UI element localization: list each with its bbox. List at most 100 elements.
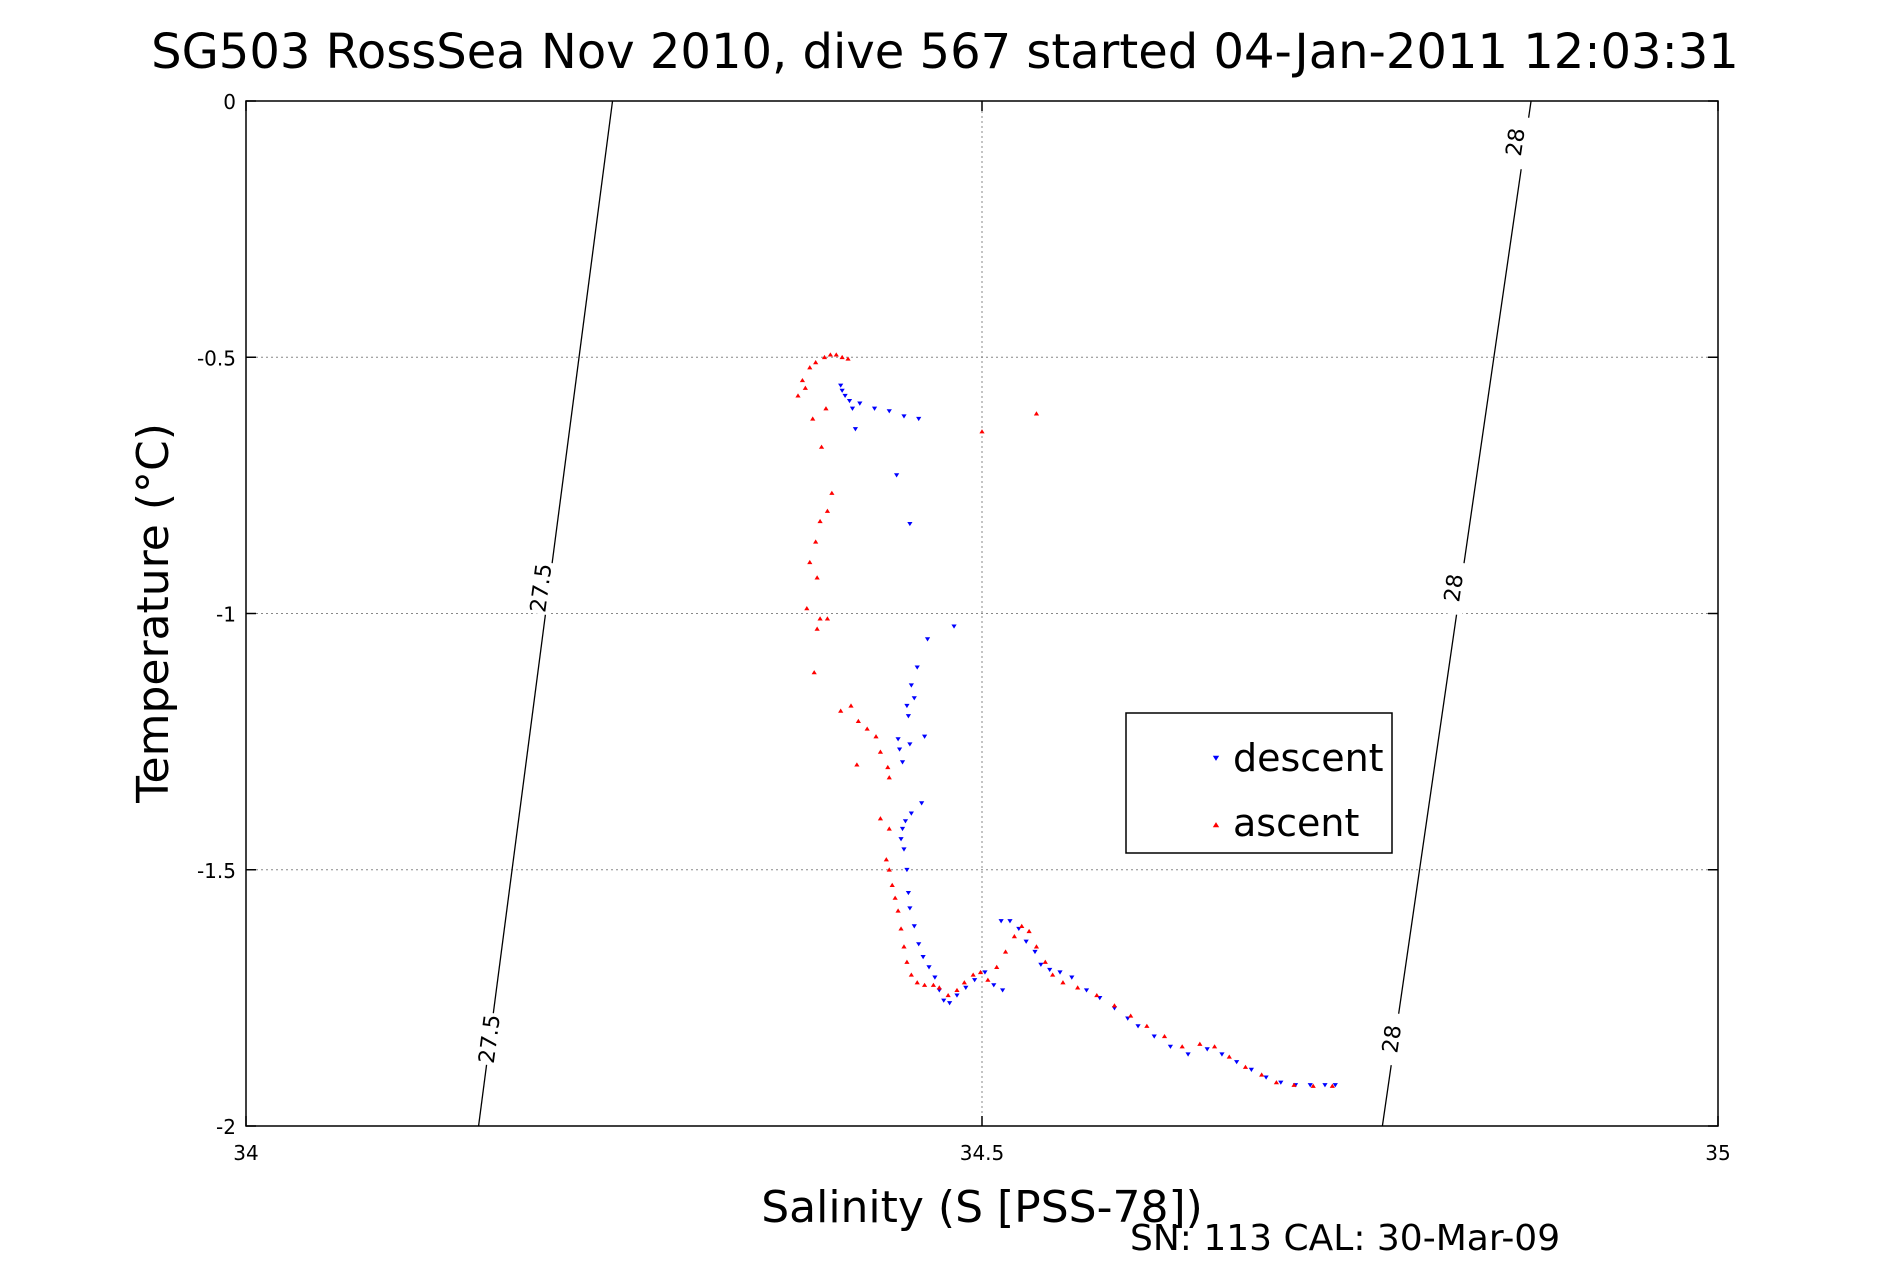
descent-point [991,983,997,988]
descent-point [914,665,920,670]
y-tick-label: -0.5 [197,346,236,370]
ascent-point [1179,1044,1185,1049]
ascent-point [921,982,928,987]
descent-point [898,837,904,842]
axis-ticks: 34 34.5 35 0 -0.5 -1 -1.5 -2 [197,90,1731,1165]
x-axis-label: Salinity (S [PSS-78]) [761,1182,1203,1233]
descent-point [926,965,932,970]
descent-point [894,473,900,478]
ascent-point [936,985,942,990]
descent-point [857,401,863,406]
descent-point [921,734,928,739]
isopycnal-label-bg [1374,1011,1408,1067]
ascent-point [979,429,985,434]
descent-point [902,819,909,824]
descent-point [1023,939,1029,944]
ascent-point [1033,944,1040,949]
isopycnal-label: 28 [1502,127,1531,158]
descent-point [916,416,922,422]
descent-point [1032,949,1038,955]
x-tick-label: 35 [1705,1141,1730,1165]
ascent-point [1033,411,1040,416]
y-axis-label: Temperature (°C) [128,423,179,804]
ascent-point [901,944,907,949]
descent-point [998,919,1004,924]
ascent-point [821,354,828,360]
y-tick-label: -1.5 [197,859,236,883]
ascent-point [864,726,870,731]
ascent-point [886,867,892,872]
descent-point [1007,919,1013,924]
descent-point [895,737,901,742]
descent-point [838,383,844,388]
descent-point [1167,1044,1174,1049]
ascent-point [1273,1080,1279,1085]
ascent-point [848,703,854,708]
ascent-point [892,895,898,900]
ascent-point [807,559,813,565]
descent-point [904,703,910,709]
descent-point [899,760,906,765]
ascent-point [807,365,813,370]
descent-point [1151,1034,1157,1039]
ascent-point [1144,1023,1150,1028]
descent-point [908,683,914,688]
descent-point [896,747,903,752]
descent-point [1278,1080,1284,1085]
isopycnal-label-bg [1436,560,1470,616]
descent-point [908,811,914,816]
ascent-point [802,385,808,390]
ascent-point [817,616,823,621]
ascent-point [945,992,951,998]
ascent-point [961,980,967,985]
ascent-point [1291,1082,1297,1087]
descent-point [907,906,913,911]
isopycnal-label: 27.5 [475,1013,506,1065]
ascent-point [877,749,884,754]
descent-point [901,847,907,852]
descent-point [911,924,917,929]
ascent-point [824,616,831,621]
descent-point [852,427,859,432]
descent-point [846,398,853,404]
y-tick-label: -1 [216,603,236,627]
ascent-point [814,575,820,580]
x-tick-label: 34.5 [960,1141,1005,1165]
ascent-point [827,352,833,357]
descent-point [899,826,906,832]
ascent-point [904,959,910,964]
ascent-point [930,982,937,987]
ascent-point [914,980,920,985]
descent-point [904,867,910,873]
descent-point [951,624,957,629]
ascent-point [855,718,861,723]
ascent-point [1259,1072,1265,1077]
descent-point [982,970,988,975]
descent-point [1083,988,1090,993]
ascent-point [1094,992,1100,998]
descent-point [907,742,913,747]
descent-point [1069,975,1075,980]
ascent-point [883,857,889,862]
ascent-point [1050,972,1056,977]
legend-marker-descent [1212,755,1220,761]
legend-box [1125,712,1393,854]
ascent-point [1211,1044,1218,1049]
descent-point [905,714,911,719]
descent-point [901,414,907,419]
ascent-point [845,356,851,361]
descent-point [849,406,856,411]
descent-point [1263,1075,1269,1080]
ascent-point [1060,980,1066,985]
ascent-point [1019,923,1025,928]
ascent-point [1242,1064,1249,1069]
isopycnal-label: 27.5 [526,562,557,614]
isopycnal-label-bg [524,560,557,616]
x-tick-label: 34 [233,1141,258,1165]
ascent-point [823,406,829,411]
descent-point [941,998,947,1003]
ascent-point [877,816,884,821]
descent-point [886,409,892,414]
descent-point [1057,970,1063,975]
ascent-point [895,908,901,913]
